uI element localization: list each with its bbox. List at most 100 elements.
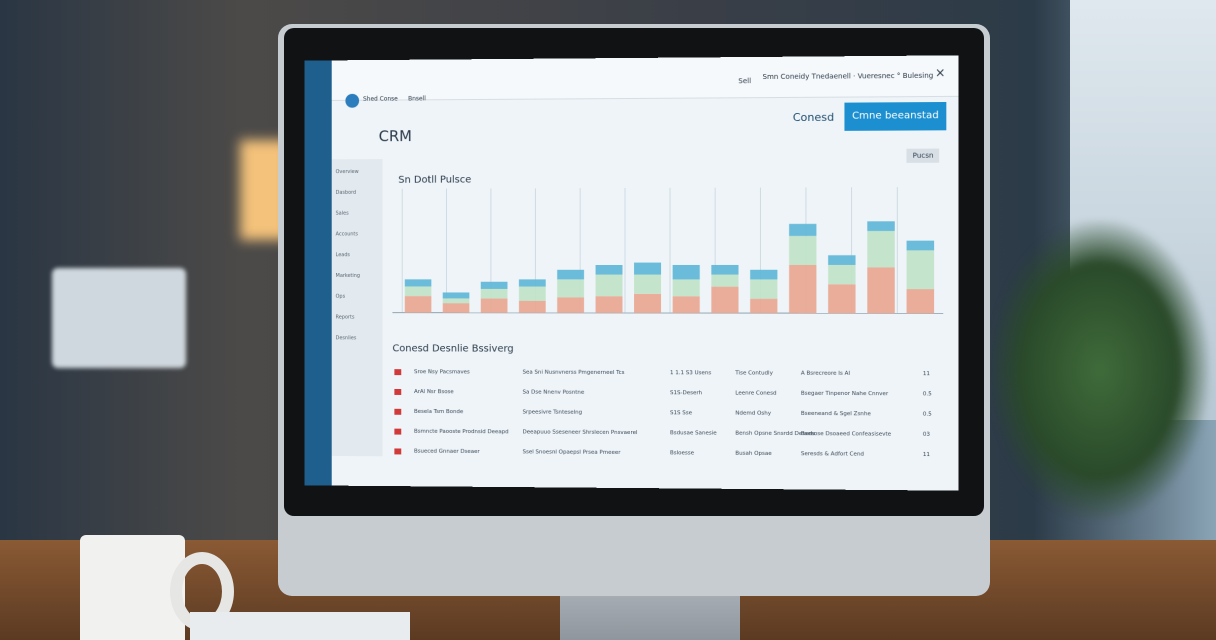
bar-segment [867,267,895,314]
table-cell: Bsesose Dsoaeed Confeasisevte [800,431,892,438]
x-axis [392,313,943,314]
row-icon [394,428,402,435]
bar-segment [557,297,585,313]
bar-segment [906,289,935,314]
bar-segment [711,286,739,314]
menu-panel [331,159,383,457]
chart [392,187,943,324]
table-cell: Tise Contudly [735,370,773,377]
menu-item: Marketing [335,273,360,279]
bar-segment [828,284,856,314]
sidebar [304,60,332,486]
chart-title: Sn Dotll Pulsce [398,174,472,186]
secondary-button[interactable]: Conesd [792,110,835,125]
breadcrumb: Bnsell [408,95,426,103]
table-cell: Sroe Nsy Pacsmaves [414,369,470,376]
bar-segment [789,235,817,265]
menu-item: Desnlies [335,335,357,342]
table-cell: Bsloesse [670,450,695,457]
table-cell: Bsueced Gnnaer Dseaer [414,448,480,455]
bar-segment [442,298,470,304]
filter-button[interactable]: Pucsn [906,148,940,163]
bar-segment [633,293,661,313]
bar-segment [480,298,508,313]
bar-segment [404,296,432,313]
bar-segment [518,279,546,287]
screen: Shed Conse Bnsell Sell Smn Coneidy Tneda… [304,55,959,491]
bar-segment [711,264,739,275]
table-cell: 0.5 [922,411,932,418]
table-cell: Bsmncte Paooste Prodnsid Deeapd [414,428,509,436]
bar-segment [672,279,700,297]
bar-segment [518,300,546,313]
table-cell: Ndemd Oshy [735,410,772,417]
bar-segment [828,264,856,285]
table-cell: 11 [922,451,930,459]
bar-segment [828,255,856,265]
menu-item: Dasbord [335,189,357,196]
row-icon [394,388,402,395]
bar-segment [906,240,935,251]
bar-segment [596,274,623,297]
table-cell: Ssel Snoesnl Opaepsl Prsea Pmeeer [522,449,621,456]
bar-segment [404,279,432,287]
back-monitor [52,268,186,368]
table-cell: 03 [922,431,930,438]
user: Sell [738,77,752,86]
menu-item: Accounts [335,231,358,238]
bar-segment [867,221,895,232]
bar-segment [518,286,546,301]
bar-segment [750,298,778,314]
row-icon [394,369,402,376]
table-cell: ArAl Nsr Bsose [414,389,454,396]
bar-segment [596,265,623,275]
bar-segment [596,296,623,314]
bar-segment [442,292,470,299]
bar-segment [867,230,895,268]
logo [345,93,360,108]
table-cell: 0.5 [922,391,932,398]
bar-segment [633,274,661,294]
bar-segment [480,281,508,289]
close[interactable]: × [935,65,946,80]
plant [990,220,1210,520]
bar-segment [789,223,817,236]
app-name: Shed Conse [363,95,398,103]
table-cell: 11 [922,371,930,378]
bar-segment [480,288,508,299]
table-cell: Seresds & Adfort Cend [800,451,864,458]
menu-item: Ops [335,293,346,300]
notebook [190,612,410,640]
table-cell: Bsdusae Sanesie [670,430,717,437]
bar-segment [442,303,470,313]
table-cell: Leenre Conesd [735,390,777,397]
bar-segment [711,274,739,287]
table-cell: S1S Sse [670,410,693,417]
notice: Smn Coneidy Tnedaenell · Vueresnec ° Bul… [762,71,934,82]
table-cell: S1S-Deserh [670,390,703,397]
table-cell: Bseeneand & Sgel Zsnhe [800,410,871,418]
row-icon [394,408,402,415]
bar-segment [633,262,661,275]
menu-item: Leads [335,252,350,259]
menu-item: Overview [335,169,359,176]
table-cell: Bsegaer Tinpenor Nahe Cnnver [800,390,889,398]
table-cell: Sea Sni Nusnvnerss Pmgenerneel Tcs [522,369,625,376]
page-title: CRM [378,127,412,146]
bar-segment [750,269,778,280]
bar-segment [750,279,778,299]
bar-segment [672,296,700,314]
table-cell: Busah Opsae [735,450,772,457]
table-cell: Besela Tsm Bonde [414,408,464,416]
bar-segment [557,269,585,280]
menu-item: Reports [335,314,355,321]
table-cell: 1 1.1 S3 Usens [670,370,712,377]
bar-segment [404,286,432,297]
primary-button[interactable]: Cmne beeanstad [844,101,947,131]
bar-segment [906,250,935,290]
bar-segment [557,279,585,298]
mug [80,535,185,640]
bar-segment [789,264,817,314]
table-cell: Sa Dse Nnenv Posntne [522,389,585,396]
